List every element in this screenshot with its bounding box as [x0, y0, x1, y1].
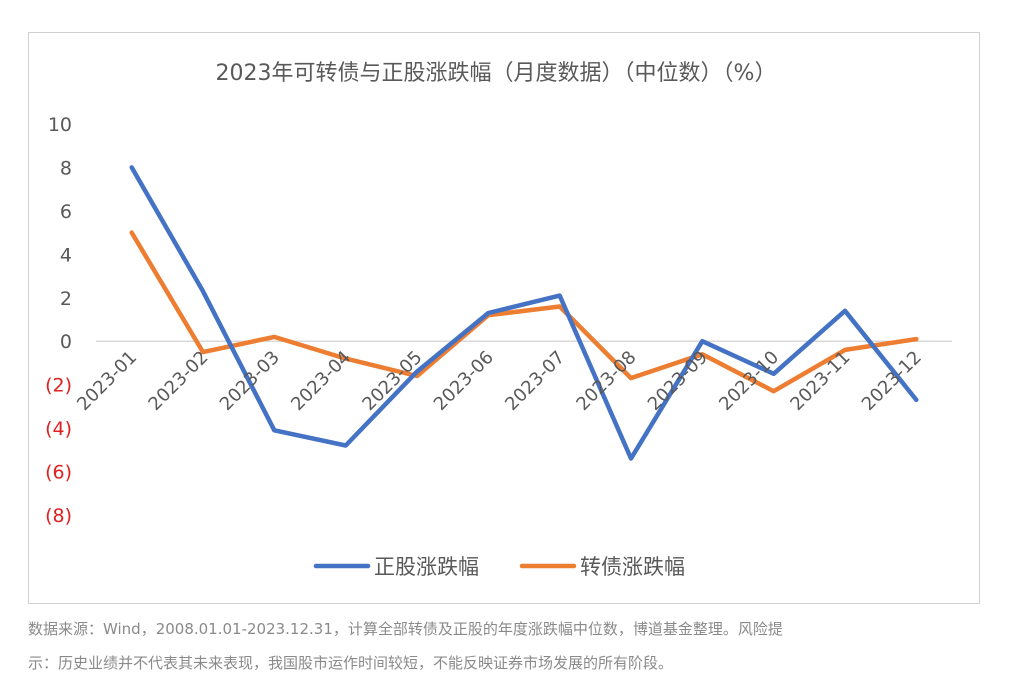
- y-tick-label: 8: [60, 157, 72, 179]
- x-tick-label: 2023-04: [287, 347, 355, 415]
- chart-frame: [28, 32, 980, 604]
- x-tick-label: 2023-03: [216, 347, 284, 415]
- x-tick-label: 2023-11: [786, 347, 854, 415]
- y-tick-label: (8): [45, 505, 72, 527]
- legend: 正股涨跌幅 转债涨跌幅: [313, 555, 685, 579]
- y-tick-label: 0: [60, 331, 72, 353]
- x-tick-label: 2023-12: [858, 347, 926, 415]
- y-axis-tick-labels: 10 8 6 4 2 0 (2) (4) (6) (8): [45, 114, 72, 527]
- y-tick-label: 2: [60, 288, 72, 310]
- series-lines: [129, 165, 919, 461]
- x-tick-label: 2023-05: [358, 347, 426, 415]
- chart-title: 2023年可转债与正股涨跌幅（月度数据）（中位数）（%）: [216, 61, 777, 86]
- y-tick-label: (6): [45, 462, 72, 484]
- line-chart: 2023年可转债与正股涨跌幅（月度数据）（中位数）（%） 10 8 6 4 2 0 (2) (…: [45, 61, 952, 579]
- x-tick-label: 2023-01: [73, 347, 141, 415]
- legend-label: 正股涨跌幅: [374, 555, 479, 579]
- x-tick-label: 2023-09: [644, 347, 712, 415]
- x-axis-tick-labels: 2023-01 2023-02 2023-03 2023-04 2023-05 2023-…: [73, 347, 926, 415]
- y-tick-label: 6: [60, 201, 72, 223]
- y-tick-label: 10: [48, 114, 72, 136]
- series-line-1: [129, 230, 919, 394]
- y-tick-label: 4: [60, 244, 72, 266]
- x-tick-label: 2023-07: [501, 347, 569, 415]
- footnote-line-2: 示：历史业绩并不代表其未来表现，我国股市运作时间较短，不能反映证券市场发展的所有…: [28, 654, 674, 672]
- legend-label: 转债涨跌幅: [580, 555, 685, 579]
- x-tick-label: 2023-10: [715, 347, 783, 415]
- y-tick-label: (2): [45, 375, 72, 397]
- source-footnote: 数据来源：Wind，2008.01.01-2023.12.31，计算全部转债及正…: [28, 612, 988, 680]
- y-tick-label: (4): [45, 418, 72, 440]
- series-line-0: [129, 165, 919, 461]
- x-tick-label: 2023-02: [144, 347, 212, 415]
- footnote-line-1: 数据来源：Wind，2008.01.01-2023.12.31，计算全部转债及正…: [28, 620, 783, 638]
